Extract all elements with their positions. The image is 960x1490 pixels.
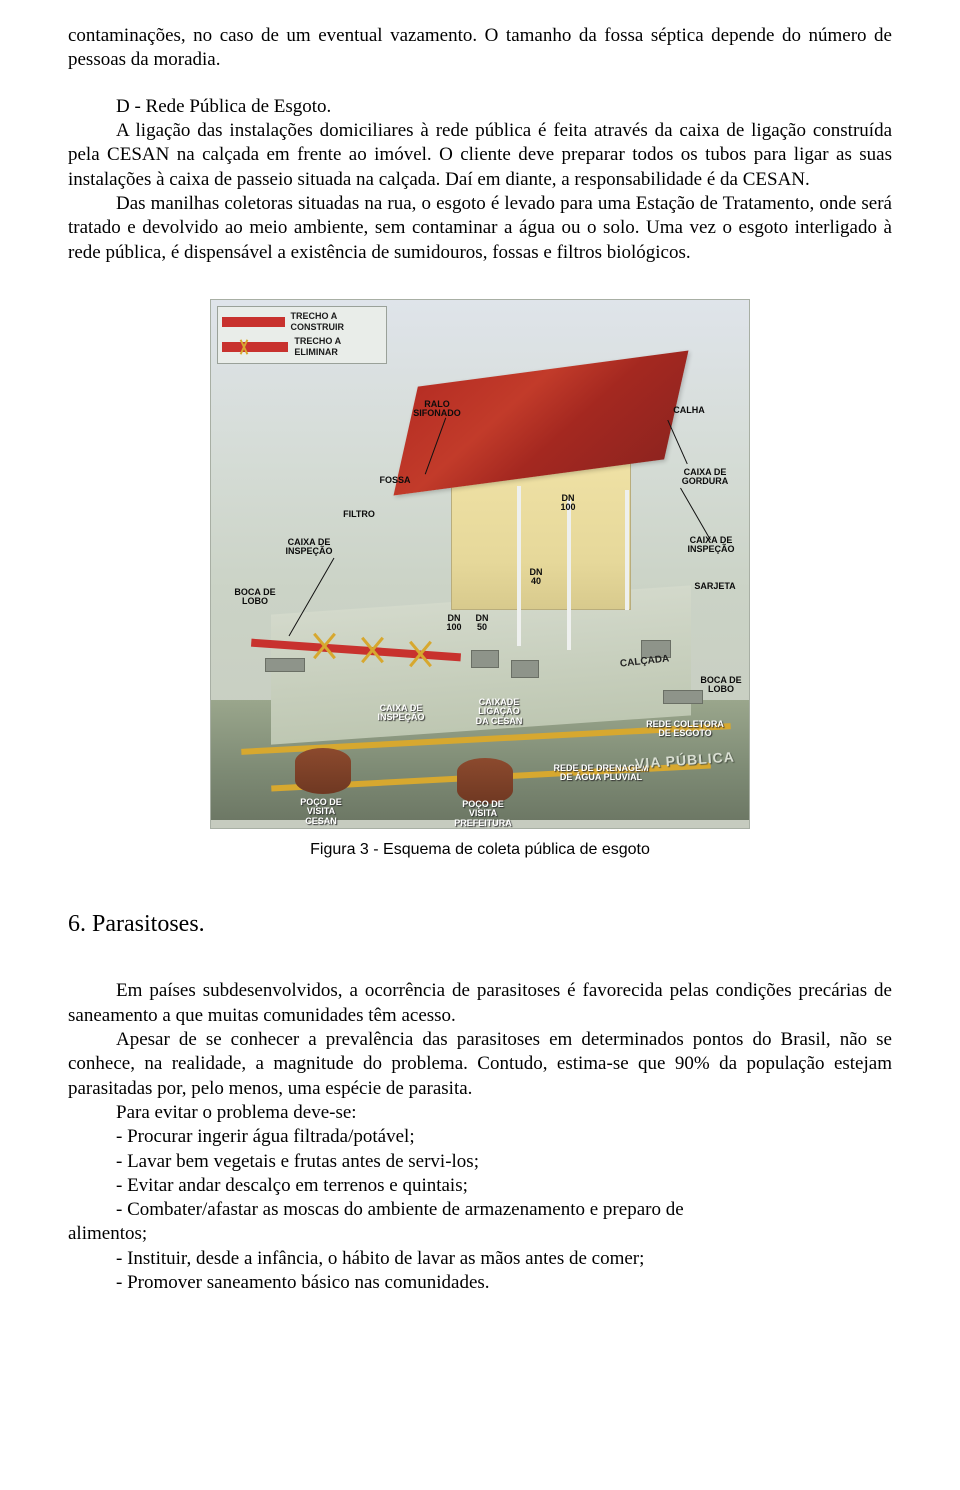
label-caixa-gordura: CAIXA DEGORDURA — [665, 468, 745, 487]
section6-item-2: - Evitar andar descalço em terrenos e qu… — [68, 1174, 892, 1198]
boca-lobo-box — [265, 658, 305, 672]
white-pipe-1 — [517, 486, 521, 646]
label-ralo-sifonado: RALOSIFONADO — [397, 400, 477, 419]
label-boca-lobo-2: BOCA DELOBO — [681, 676, 750, 695]
gray-box-1 — [471, 650, 499, 668]
label-dn100b: DN100 — [555, 494, 581, 513]
label-caixa-ligacao-cesan: CAIXADELIGAÇÃODA CESAN — [459, 698, 539, 726]
section6-item-0: - Procurar ingerir água filtrada/potável… — [68, 1125, 892, 1149]
lead-line-2 — [667, 420, 687, 464]
section6-item-3: - Combater/afastar as moscas do ambiente… — [68, 1198, 892, 1222]
legend-swatch-eliminar — [222, 342, 288, 352]
label-rede-coletora: REDE COLETORADE ESGOTO — [625, 720, 745, 739]
section6-p1: Em países subdesenvolvidos, a ocorrência… — [68, 979, 892, 1028]
lead-line-3 — [680, 488, 711, 540]
figure-caption: Figura 3 - Esquema de coleta pública de … — [68, 840, 892, 860]
figure-legend: TRECHO A CONSTRUIR TRECHO A ELIMINAR — [217, 306, 387, 364]
legend-label-construir: TRECHO A CONSTRUIR — [291, 311, 382, 334]
white-pipe-3 — [625, 490, 629, 610]
section6-item-3-cont: alimentos; — [68, 1222, 892, 1246]
house-roof — [394, 350, 689, 495]
label-sarjeta: SARJETA — [675, 582, 750, 591]
section6-item-4: - Instituir, desde a infância, o hábito … — [68, 1247, 892, 1271]
legend-swatch-construir — [222, 317, 285, 327]
label-poco-cesan: POÇO DEVISITACESAN — [281, 798, 361, 826]
poco-prefeitura-shape — [457, 758, 513, 804]
poco-cesan-shape — [295, 748, 351, 794]
label-caixa-inspecao-3: CAIXA DEINSPEÇÃO — [361, 704, 441, 723]
legend-label-eliminar: TRECHO A ELIMINAR — [294, 336, 382, 359]
label-poco-prefeitura: POÇO DEVISITAPREFEITURA — [443, 800, 523, 828]
section6-lead: Para evitar o problema deve-se: — [68, 1101, 892, 1125]
label-caixa-inspecao: CAIXA DEINSPEÇÃO — [269, 538, 349, 557]
section-6-title: 6. Parasitoses. — [68, 909, 892, 940]
intro-paragraph-1: contaminações, no caso de um eventual va… — [68, 24, 892, 73]
section6-item-1: - Lavar bem vegetais e frutas antes de s… — [68, 1150, 892, 1174]
section6-p2: Apesar de se conhecer a prevalência das … — [68, 1028, 892, 1101]
heading-d: D - Rede Pública de Esgoto. — [68, 95, 892, 119]
figure-container: TRECHO A CONSTRUIR TRECHO A ELIMINAR — [68, 299, 892, 861]
section6-item-5: - Promover saneamento básico nas comunid… — [68, 1271, 892, 1295]
gray-box-2 — [511, 660, 539, 678]
label-boca-lobo: BOCA DELOBO — [215, 588, 295, 607]
label-dn40: DN40 — [523, 568, 549, 587]
intro-paragraph-3: Das manilhas coletoras situadas na rua, … — [68, 192, 892, 265]
label-dn100: DN100 — [441, 614, 467, 633]
white-pipe-2 — [567, 500, 571, 650]
label-fossa: FOSSA — [355, 476, 435, 485]
label-calha: CALHA — [649, 406, 729, 415]
intro-paragraph-2: A ligação das instalações domiciliares à… — [68, 119, 892, 192]
cross-x-3 — [407, 640, 435, 668]
label-dn50: DN50 — [469, 614, 495, 633]
label-filtro: FILTRO — [319, 510, 399, 519]
cross-x-1 — [311, 632, 339, 660]
figure-diagram: TRECHO A CONSTRUIR TRECHO A ELIMINAR — [210, 299, 750, 829]
cross-x-2 — [359, 636, 387, 664]
